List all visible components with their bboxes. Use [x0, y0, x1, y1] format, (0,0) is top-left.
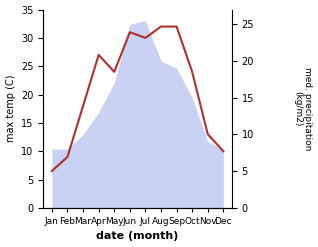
- Y-axis label: max temp (C): max temp (C): [5, 75, 16, 143]
- Y-axis label: med. precipitation
(kg/m2): med. precipitation (kg/m2): [293, 67, 313, 150]
- X-axis label: date (month): date (month): [96, 231, 179, 242]
